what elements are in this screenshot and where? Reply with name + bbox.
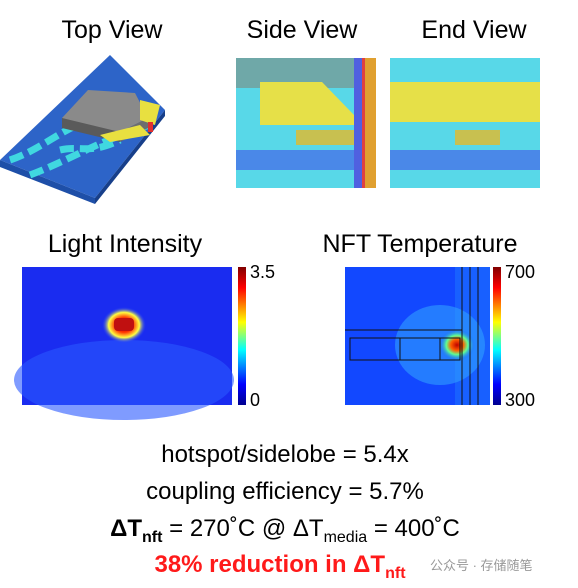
colorbar-max: 3.5 xyxy=(250,262,275,282)
subscript: nft xyxy=(385,565,406,582)
light-intensity-map xyxy=(14,267,234,420)
text-part: 38% reduction in ΔT xyxy=(154,551,385,578)
nft-temperature-map xyxy=(345,267,490,405)
colorbar xyxy=(238,267,246,405)
end-view-image xyxy=(390,58,540,188)
side-view-image xyxy=(236,58,376,188)
colorbar-min: 300 xyxy=(505,390,535,410)
colorbar-max: 700 xyxy=(505,262,535,282)
map-title: Light Intensity xyxy=(48,230,203,258)
colorbar xyxy=(493,267,501,405)
panel-title: Top View xyxy=(62,16,164,44)
watermark: 公众号 · 存储随笔 xyxy=(430,558,533,573)
text-part: ΔT xyxy=(110,515,142,542)
panel-title: End View xyxy=(421,16,527,44)
colorbar-min: 0 xyxy=(250,390,260,410)
result-line: hotspot/sidelobe = 5.4x xyxy=(161,441,409,468)
subscript: nft xyxy=(142,529,163,546)
text-part: = 400˚C xyxy=(367,515,460,542)
result-line: 38% reduction in ΔTnft xyxy=(154,551,406,582)
result-line: coupling efficiency = 5.7% xyxy=(146,478,424,505)
text-part: = 270˚C @ ΔT xyxy=(162,515,323,542)
result-line: ΔTnft = 270˚C @ ΔTmedia = 400˚C xyxy=(110,515,460,546)
top-view-image xyxy=(0,55,165,204)
panel-title: Side View xyxy=(247,16,359,44)
map-title: NFT Temperature xyxy=(323,230,518,258)
subscript: media xyxy=(324,529,368,546)
